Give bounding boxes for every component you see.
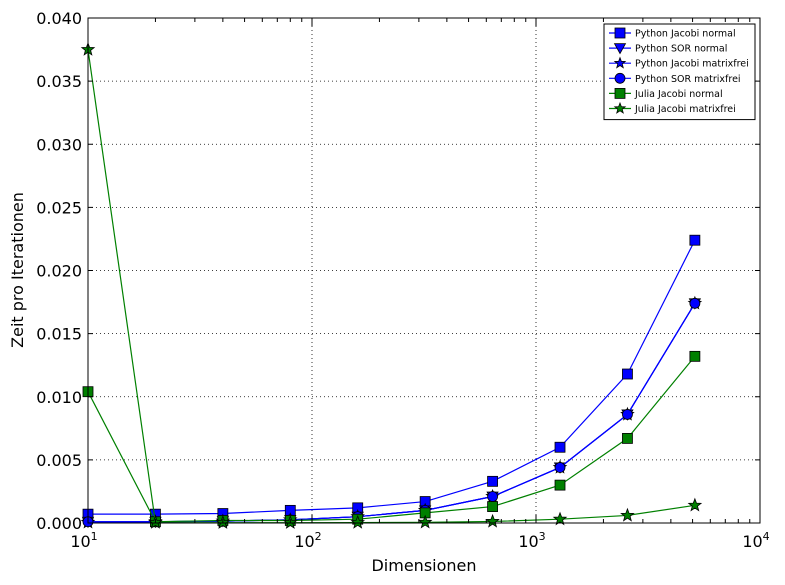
data-point [689,234,701,246]
legend-item: Julia Jacobi matrixfrei [609,101,736,115]
series-line [88,239,696,515]
data-point [417,514,433,529]
legend-marker [613,101,627,114]
x-tick-label: 103 [518,530,545,551]
data-point [689,350,701,362]
legend-label: Julia Jacobi matrixfrei [634,104,736,115]
legend-box [603,23,756,121]
data-point [622,433,633,444]
legend-marker [614,88,626,99]
data-point [485,513,500,528]
legend-item: Python SOR matrixfrei [609,72,741,85]
series-4 [82,297,701,528]
data-point [620,507,635,522]
data-point [487,501,498,512]
legend-marker [614,27,626,39]
data-point [552,511,568,526]
legend-label: Python Jacobi matrixfrei [635,59,749,70]
legend-marker [613,43,627,55]
legend-item: Python Jacobi normal [609,27,736,40]
y-tick-label: 0.005 [36,451,82,470]
data-point [487,475,498,487]
legend-item: Julia Jacobi normal [609,88,723,100]
legend-marker [613,56,627,69]
series-line [88,303,696,523]
legend-label: Python Jacobi normal [635,29,736,40]
x-axis-label: Dimensionen [371,556,476,575]
series-3 [80,295,703,529]
x-tick-label: 104 [742,530,769,551]
y-tick-label: 0.010 [36,388,82,407]
y-tick-label: 0.000 [36,514,82,533]
x-tick-label: 102 [294,530,321,551]
legend-marker [614,72,626,84]
y-tick-label: 0.040 [36,9,82,28]
series-2 [81,298,702,529]
legend-label: Python SOR normal [635,44,727,55]
data-point [622,368,633,380]
data-point [687,497,703,512]
legend-item: Python Jacobi matrixfrei [609,56,749,70]
y-tick-label: 0.015 [36,325,82,344]
data-point [554,462,566,473]
axis-ticks: 0.000 0.005 0.010 0.015 0.020 0.025 0.030 0.035… [36,9,769,551]
series-line [87,355,696,523]
data-point [554,479,566,491]
y-tick-label: 0.025 [36,198,82,217]
series-1 [82,234,701,520]
legend: Python Jacobi normal Python SOR normal Pyt… [603,23,756,121]
data-point [622,409,633,420]
data-point [487,491,498,502]
data-point [350,514,365,529]
legend-item: Python SOR normal [609,43,727,55]
series-line [88,303,696,523]
y-tick-label: 0.030 [36,135,82,154]
y-tick-label: 0.020 [36,262,82,281]
y-axis-label: Zeit pro Iterationen [8,192,27,348]
grid [88,18,760,523]
data-point [554,441,566,453]
series-line [87,303,696,523]
series-5 [82,350,701,528]
legend-label: Python SOR matrixfrei [635,74,741,85]
legend-label: Julia Jacobi normal [634,89,723,100]
data-point [689,297,701,309]
series-line [87,49,695,524]
y-tick-label: 0.035 [36,72,82,91]
x-tick-label: 101 [70,530,97,551]
